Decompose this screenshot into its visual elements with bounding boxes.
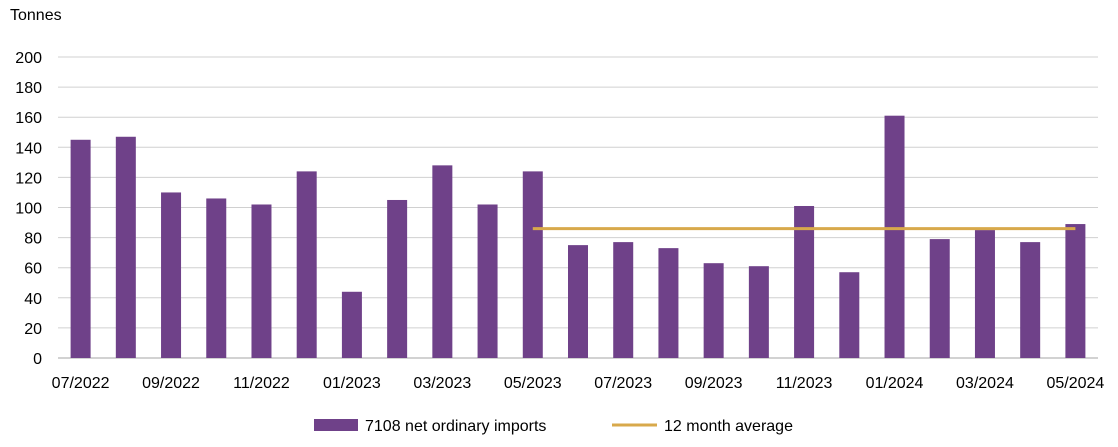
x-tick-label: 07/2023	[594, 375, 652, 392]
bar	[1065, 224, 1086, 358]
x-tick-label: 05/2023	[504, 375, 562, 392]
x-tick-label: 07/2022	[52, 375, 110, 392]
bar	[929, 239, 950, 358]
bar	[296, 171, 317, 358]
x-axis: 07/2022 09/2022 11/2022 01/2023 03/2023 05/20…	[52, 375, 1105, 392]
bar	[522, 171, 543, 358]
bar	[341, 291, 362, 358]
x-tick-label: 01/2024	[866, 375, 924, 392]
y-tick-label: 0	[33, 351, 42, 368]
bar	[115, 136, 136, 358]
bar	[839, 272, 860, 358]
bar	[1020, 242, 1041, 358]
bar	[387, 199, 408, 358]
x-tick-label: 05/2024	[1046, 375, 1104, 392]
bar	[613, 242, 634, 358]
y-tick-label: 20	[24, 321, 42, 338]
bar	[161, 192, 182, 358]
y-axis: 0 20 40 60 80 100 120 140 160 180 200	[15, 50, 42, 368]
y-tick-label: 140	[15, 140, 42, 157]
y-tick-label: 200	[15, 50, 42, 67]
bar	[974, 230, 995, 358]
bar-series	[70, 115, 1086, 358]
x-tick-label: 01/2023	[323, 375, 381, 392]
bar	[703, 263, 724, 358]
x-tick-label: 03/2024	[956, 375, 1014, 392]
bar	[251, 204, 272, 358]
bar	[206, 198, 227, 358]
y-tick-label: 180	[15, 80, 42, 97]
y-tick-label: 80	[24, 231, 42, 248]
bar	[658, 248, 679, 358]
legend-label-average: 12 month average	[664, 418, 793, 435]
y-tick-label: 120	[15, 170, 42, 187]
x-tick-label: 09/2022	[142, 375, 200, 392]
gridlines	[58, 56, 1098, 359]
y-tick-label: 60	[24, 261, 42, 278]
y-tick-label: 40	[24, 291, 42, 308]
bar	[884, 115, 905, 358]
legend: 7108 net ordinary imports 12 month avera…	[314, 418, 793, 435]
y-tick-label: 100	[15, 201, 42, 218]
x-tick-label: 03/2023	[413, 375, 471, 392]
y-tick-label: 160	[15, 110, 42, 127]
bar	[70, 139, 91, 358]
x-tick-label: 11/2023	[776, 375, 833, 392]
x-tick-label: 09/2023	[685, 375, 743, 392]
bar	[794, 205, 815, 358]
legend-swatch-imports	[314, 419, 358, 431]
bar	[477, 204, 498, 358]
bar	[568, 245, 588, 358]
bar	[748, 266, 769, 358]
y-axis-title: Tonnes	[10, 7, 62, 24]
legend-label-imports: 7108 net ordinary imports	[365, 418, 546, 435]
x-tick-label: 11/2022	[233, 375, 290, 392]
bar	[432, 165, 453, 358]
